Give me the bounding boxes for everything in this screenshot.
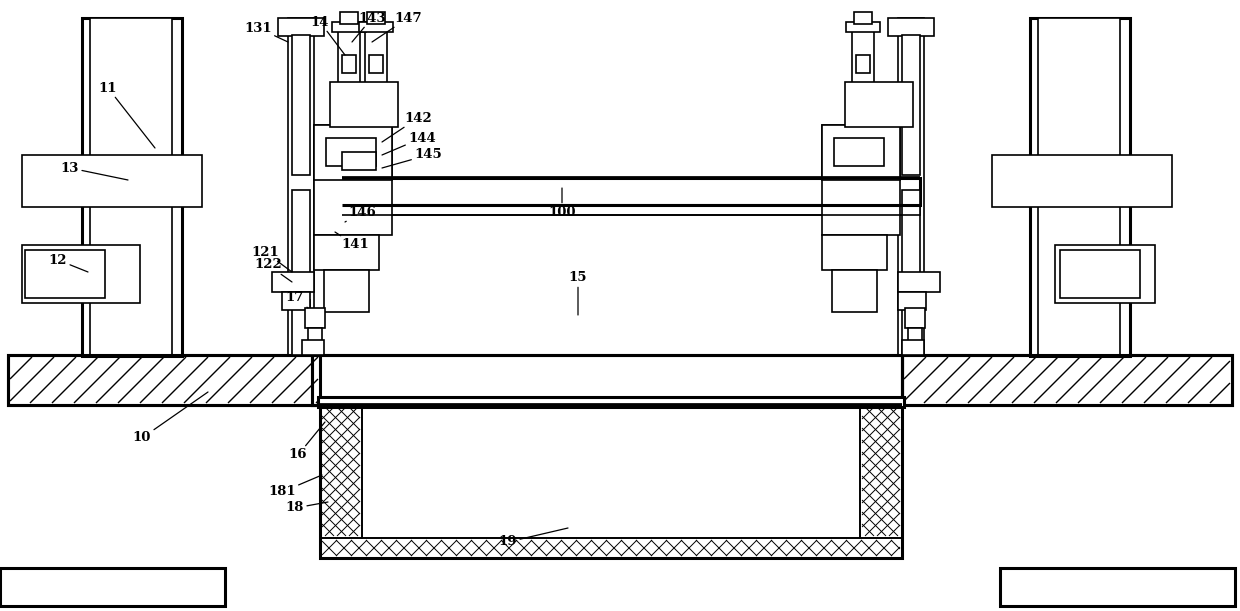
Bar <box>305 308 325 328</box>
Bar <box>291 190 310 290</box>
Bar <box>898 18 924 356</box>
Bar <box>330 82 398 127</box>
Bar <box>898 272 940 292</box>
Bar <box>901 190 920 290</box>
Bar <box>1060 250 1140 298</box>
Bar <box>901 300 920 355</box>
Bar <box>308 328 322 342</box>
Bar <box>822 125 900 235</box>
Bar <box>312 355 901 405</box>
Bar <box>846 22 880 32</box>
Bar <box>835 138 884 166</box>
Bar <box>908 328 923 342</box>
Bar <box>22 245 140 303</box>
Bar <box>303 340 324 355</box>
Bar <box>314 125 392 180</box>
Bar <box>339 28 360 83</box>
Bar <box>370 55 383 73</box>
Bar <box>91 18 172 356</box>
Text: 122: 122 <box>254 258 291 282</box>
Text: 17: 17 <box>285 291 308 308</box>
Bar <box>278 18 324 36</box>
Bar <box>320 405 362 538</box>
Bar <box>332 22 366 32</box>
Bar <box>898 292 926 310</box>
Bar <box>7 355 320 405</box>
Bar <box>342 55 356 73</box>
Bar <box>25 250 105 298</box>
Text: 131: 131 <box>244 21 288 42</box>
Bar <box>320 538 901 558</box>
Text: 100: 100 <box>548 188 575 219</box>
Bar <box>342 178 920 205</box>
Bar <box>832 270 877 312</box>
Text: 10: 10 <box>133 392 208 444</box>
Bar <box>324 270 370 312</box>
Bar <box>7 355 320 405</box>
Text: 19: 19 <box>498 528 568 549</box>
Bar <box>281 292 310 310</box>
Bar <box>326 138 376 166</box>
Bar <box>291 300 310 355</box>
Bar <box>291 35 310 175</box>
Bar <box>1038 18 1120 356</box>
Bar <box>342 152 376 170</box>
Text: 16: 16 <box>289 422 325 461</box>
Bar <box>992 155 1172 207</box>
Bar <box>901 340 924 355</box>
Bar <box>314 235 379 270</box>
Bar <box>844 82 913 127</box>
Text: 15: 15 <box>569 271 588 315</box>
Text: 12: 12 <box>48 254 88 272</box>
Bar <box>854 12 872 24</box>
Text: 121: 121 <box>252 246 291 272</box>
Bar <box>22 155 202 207</box>
Text: 146: 146 <box>345 205 376 222</box>
Bar <box>822 235 887 270</box>
Bar <box>856 55 870 73</box>
Bar <box>0 568 224 606</box>
Text: 147: 147 <box>372 12 422 42</box>
Text: 14: 14 <box>311 15 345 55</box>
Bar <box>360 22 393 32</box>
Bar <box>82 18 182 356</box>
Bar <box>342 205 920 215</box>
Bar <box>312 355 901 405</box>
Text: 143: 143 <box>352 12 386 42</box>
Bar <box>1055 245 1154 303</box>
Text: 141: 141 <box>335 232 368 252</box>
Text: 142: 142 <box>382 111 432 142</box>
Text: 144: 144 <box>382 131 436 155</box>
Text: 18: 18 <box>285 502 329 514</box>
Bar <box>888 18 934 36</box>
Bar <box>901 355 1233 405</box>
Bar <box>905 308 925 328</box>
Text: 145: 145 <box>382 148 441 168</box>
Bar <box>852 28 874 83</box>
Bar <box>365 28 387 83</box>
Bar <box>367 12 384 24</box>
Bar <box>320 405 901 558</box>
Bar <box>999 568 1235 606</box>
Text: 13: 13 <box>61 161 128 180</box>
Bar <box>901 35 920 175</box>
Bar <box>314 125 392 235</box>
Bar <box>861 405 901 538</box>
Text: 181: 181 <box>268 475 322 499</box>
Bar <box>288 18 314 356</box>
Bar <box>340 12 358 24</box>
Bar <box>317 397 904 407</box>
Bar <box>901 355 1233 405</box>
Bar <box>272 272 314 292</box>
Bar <box>822 125 900 180</box>
Bar <box>1030 18 1130 356</box>
Text: 11: 11 <box>99 81 155 148</box>
Bar <box>362 405 861 538</box>
